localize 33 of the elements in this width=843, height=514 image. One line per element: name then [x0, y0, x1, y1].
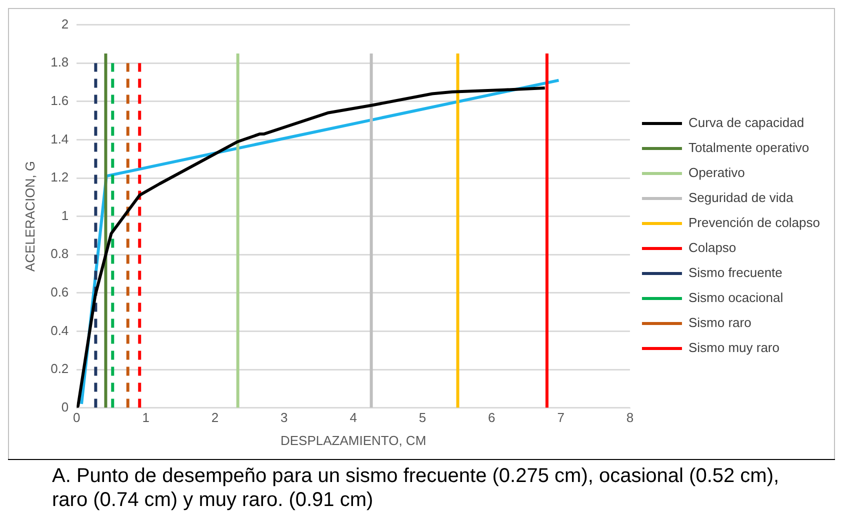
legend-label: Sismo muy raro	[688, 340, 780, 356]
y-tick-label: 0.4	[50, 322, 69, 338]
x-tick-label: 3	[280, 410, 288, 426]
legend-label: Prevención de colapso	[688, 215, 820, 230]
x-tick-label: 1	[142, 410, 150, 426]
legend-label: Totalmente operativo	[688, 140, 810, 156]
x-axis-title: DESPLAZAMIENTO, CM	[280, 432, 426, 448]
y-tick-label: 0.6	[50, 284, 69, 300]
legend-label: Seguridad de vida	[688, 190, 794, 206]
legend-label: Operativo	[688, 165, 745, 180]
y-tick-label: 1	[61, 208, 69, 223]
y-tick-label: 2	[61, 16, 69, 32]
y-tick-label: 0.8	[50, 246, 69, 262]
y-tick-label: 0.2	[50, 361, 69, 376]
x-tick-label: 2	[211, 410, 219, 426]
legend-label: Sismo raro	[688, 315, 752, 330]
y-axis-title: ACELERACION, G	[22, 161, 38, 272]
x-tick-label: 8	[626, 410, 634, 426]
x-tick-label: 5	[418, 410, 426, 426]
y-tick-label: 1.2	[50, 170, 69, 185]
text: A. Punto de desempeño para un sismo frecuente (0.275 cm), ocasional (0.52 cm), raro (0.74 cm) y muy raro. (0.91 cm)	[8, 459, 835, 512]
x-tick-label: 0	[73, 410, 80, 426]
legend-label: Curva de capacidad	[688, 115, 804, 130]
y-tick-label: 1.8	[50, 54, 69, 70]
x-tick-label: 6	[488, 410, 496, 426]
legend-label: Colapso	[688, 240, 736, 256]
legend-label: Sismo frecuente	[688, 265, 782, 280]
x-tick-label: 4	[350, 410, 357, 426]
legend-label: Sismo ocacional	[688, 290, 784, 306]
y-tick-label: 0	[61, 399, 69, 414]
y-tick-label: 1.4	[50, 131, 69, 146]
y-tick-label: 1.6	[50, 92, 69, 108]
x-tick-label: 7	[557, 410, 564, 426]
